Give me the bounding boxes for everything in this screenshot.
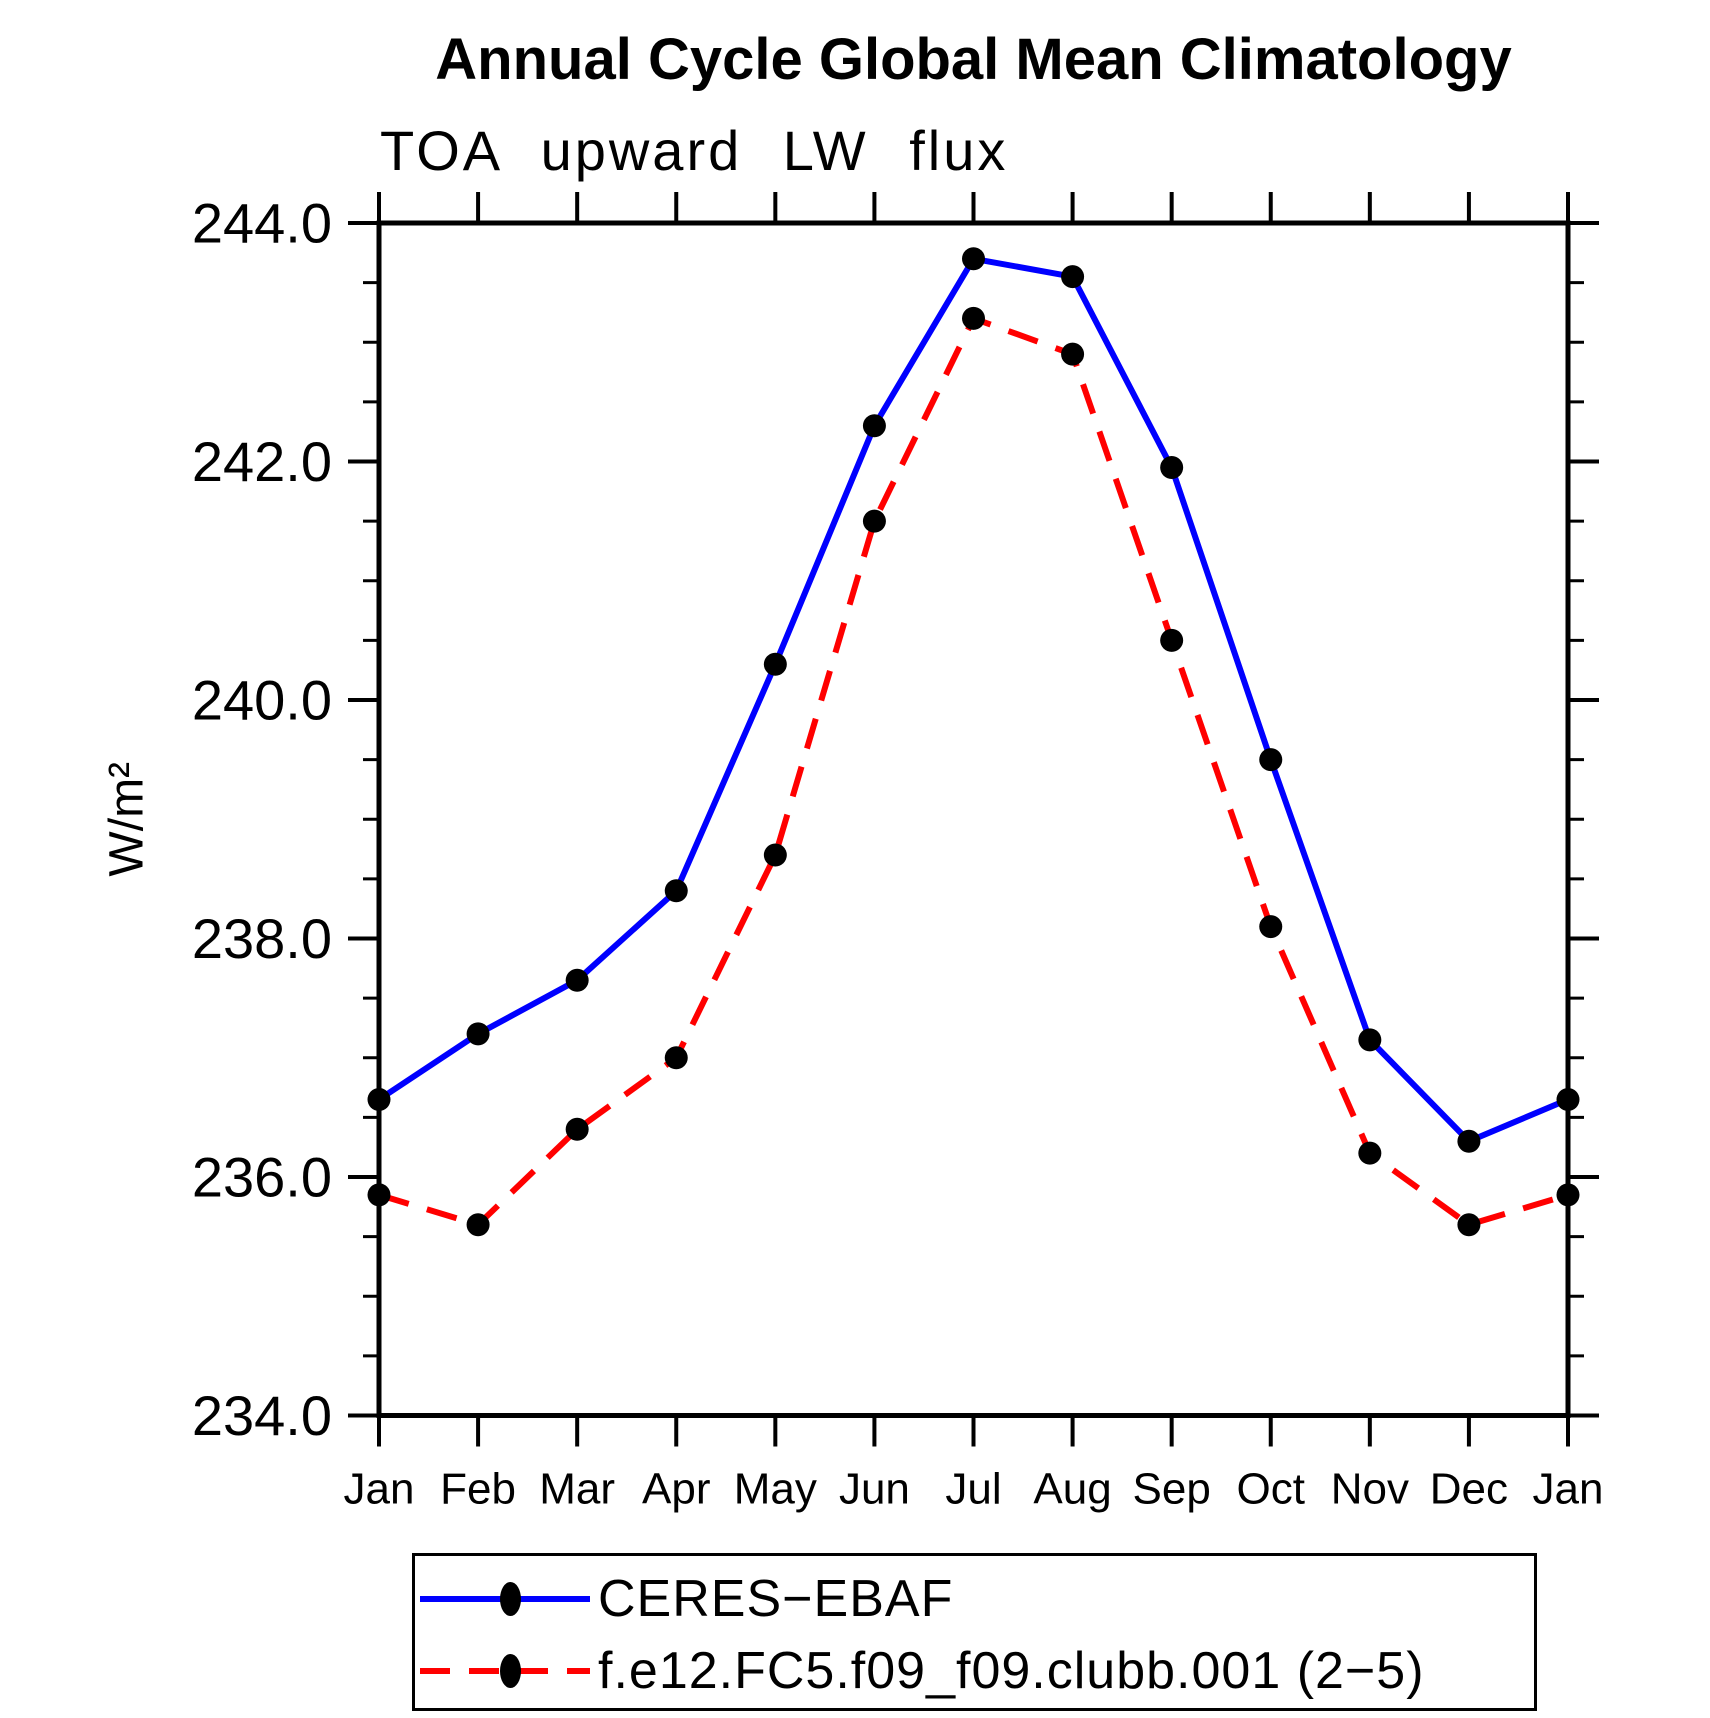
svg-text:Jul: Jul bbox=[945, 1465, 1001, 1514]
svg-text:May: May bbox=[734, 1465, 817, 1514]
svg-text:Jan: Jan bbox=[1533, 1465, 1604, 1514]
svg-text:238.0: 238.0 bbox=[192, 907, 332, 970]
svg-text:Aug: Aug bbox=[1033, 1465, 1111, 1514]
svg-text:Mar: Mar bbox=[539, 1465, 615, 1514]
legend-line-sample-blue bbox=[420, 1582, 590, 1616]
legend: CERES−EBAF f.e12.FC5.f09_f09.clubb.001 (… bbox=[412, 1553, 1537, 1711]
legend-item-model: f.e12.FC5.f09_f09.clubb.001 (2−5) bbox=[420, 1645, 1425, 1697]
chart-title: Annual Cycle Global Mean Climatology bbox=[435, 27, 1512, 92]
legend-label-ceres: CERES−EBAF bbox=[598, 1570, 954, 1628]
svg-text:Feb: Feb bbox=[440, 1465, 516, 1514]
svg-text:234.0: 234.0 bbox=[192, 1384, 332, 1447]
legend-item-ceres: CERES−EBAF bbox=[420, 1573, 953, 1625]
svg-text:Jun: Jun bbox=[839, 1465, 910, 1514]
svg-text:W/m²: W/m² bbox=[101, 762, 154, 877]
legend-label-model: f.e12.FC5.f09_f09.clubb.001 (2−5) bbox=[598, 1642, 1425, 1700]
svg-text:Jan: Jan bbox=[344, 1465, 415, 1514]
svg-text:Dec: Dec bbox=[1430, 1465, 1508, 1514]
svg-text:Oct: Oct bbox=[1237, 1465, 1305, 1514]
svg-text:236.0: 236.0 bbox=[192, 1146, 332, 1209]
svg-text:Apr: Apr bbox=[642, 1465, 710, 1514]
chart-subtitle: TOA upward LW flux bbox=[380, 119, 1009, 182]
legend-line-sample-red bbox=[420, 1654, 590, 1688]
svg-text:244.0: 244.0 bbox=[192, 192, 332, 255]
legend-marker-icon bbox=[500, 1654, 521, 1688]
svg-text:242.0: 242.0 bbox=[192, 430, 332, 493]
legend-marker-icon bbox=[500, 1582, 521, 1616]
svg-text:Sep: Sep bbox=[1133, 1465, 1211, 1514]
svg-text:240.0: 240.0 bbox=[192, 669, 332, 732]
svg-text:Nov: Nov bbox=[1331, 1465, 1409, 1514]
